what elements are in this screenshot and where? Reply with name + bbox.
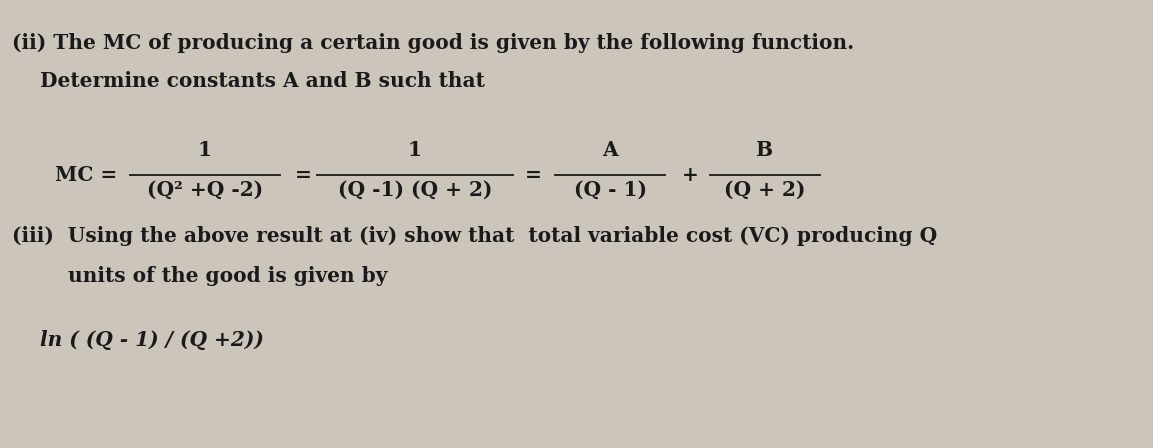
Text: B: B — [756, 140, 774, 160]
Text: units of the good is given by: units of the good is given by — [12, 266, 387, 286]
Text: 1: 1 — [198, 140, 212, 160]
Text: (Q + 2): (Q + 2) — [724, 180, 806, 200]
Text: 1: 1 — [408, 140, 422, 160]
Text: +: + — [683, 165, 699, 185]
Text: MC =: MC = — [55, 165, 118, 185]
Text: (Q -1) (Q + 2): (Q -1) (Q + 2) — [338, 180, 492, 200]
Text: =: = — [295, 165, 311, 185]
Text: A: A — [602, 140, 618, 160]
Text: ln ( (Q - 1) / (Q +2)): ln ( (Q - 1) / (Q +2)) — [12, 330, 264, 350]
Text: =: = — [525, 165, 542, 185]
Text: Determine constants A and B such that: Determine constants A and B such that — [12, 71, 485, 91]
Text: (Q - 1): (Q - 1) — [573, 180, 647, 200]
Text: (Q² +Q -2): (Q² +Q -2) — [146, 180, 263, 200]
Text: (iii)  Using the above result at (iv) show that  total variable cost (VC) produc: (iii) Using the above result at (iv) sho… — [12, 226, 937, 246]
Text: (ii) The MC of producing a certain good is given by the following function.: (ii) The MC of producing a certain good … — [12, 33, 854, 53]
